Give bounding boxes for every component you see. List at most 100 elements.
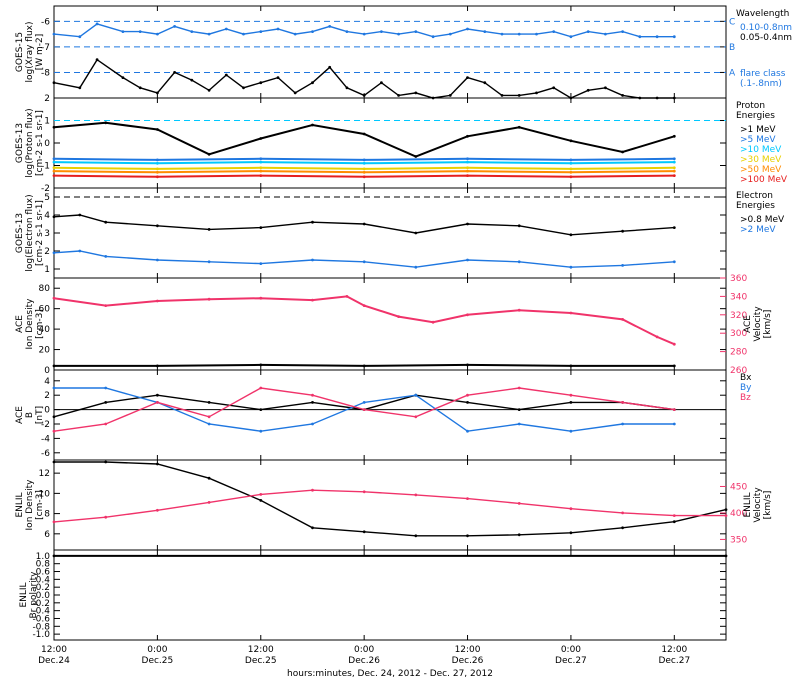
y-tick-label: 5	[44, 193, 50, 203]
data-point	[466, 134, 469, 138]
data-point	[466, 222, 469, 226]
series-pink	[53, 295, 675, 346]
data-point	[311, 30, 314, 33]
data-point	[621, 94, 624, 97]
panel-enlil-polarity: -1.0-0.8-0.6-0.4-0.20.00.20.40.60.81.0 EN…	[19, 549, 728, 641]
y-label-line: [cm-2 s-1 sr-1]	[35, 200, 45, 266]
data-point	[448, 94, 452, 97]
y-label-line: log(Proton flux)	[25, 108, 35, 177]
data-point	[672, 342, 676, 346]
data-point	[535, 32, 538, 36]
data-point	[569, 170, 573, 174]
data-point	[95, 22, 99, 26]
data-point	[52, 169, 56, 173]
x-tick-date-label: Dec.26	[452, 656, 484, 666]
data-point	[78, 249, 82, 253]
y2-label-line: Velocity	[753, 306, 763, 342]
data-point	[311, 298, 314, 302]
y-tick-label: 0	[44, 366, 50, 376]
y2-tick-label: 280	[730, 348, 747, 358]
data-point	[672, 169, 676, 173]
data-point	[517, 308, 521, 312]
data-point	[586, 30, 590, 33]
data-point	[104, 422, 108, 426]
data-point	[207, 415, 211, 419]
data-point	[431, 35, 435, 39]
data-point	[52, 174, 56, 178]
data-point	[621, 264, 624, 267]
flare-note: flare class	[740, 69, 786, 79]
data-point	[621, 318, 624, 321]
data-point	[569, 429, 573, 433]
data-point	[569, 531, 573, 535]
legend-title: Electron	[736, 191, 773, 201]
data-point	[52, 386, 56, 390]
data-point	[362, 260, 366, 264]
data-point	[431, 320, 435, 324]
y-label-line: [W m-2]	[35, 34, 45, 71]
data-point	[78, 35, 82, 39]
legend-entry: 0.05-0.4nm	[740, 33, 792, 43]
data-point	[466, 497, 469, 500]
y2-tick-label: 360	[730, 274, 747, 284]
y-tick-label: -7	[41, 43, 50, 53]
y-tick-label: -6	[41, 449, 50, 459]
data-point	[259, 137, 263, 140]
data-point	[517, 224, 521, 228]
legend-entry: >50 MeV	[740, 165, 782, 175]
data-point	[362, 158, 366, 162]
data-point	[311, 393, 314, 397]
data-point	[259, 169, 263, 173]
data-point	[517, 125, 521, 129]
x-tick-time-label: 12:00	[455, 645, 481, 655]
flare-class-label: A	[729, 68, 736, 78]
data-point	[397, 315, 400, 318]
data-point	[672, 364, 676, 368]
y-label-line: log(Electron flux)	[25, 194, 35, 271]
y-tick-label: -0.2	[32, 599, 50, 609]
data-point	[362, 167, 366, 171]
data-point	[259, 157, 263, 161]
data-point	[621, 422, 624, 426]
y-tick-label: 0.8	[36, 560, 51, 570]
y-tick-label: 80	[39, 284, 51, 294]
y-tick-label: -1.0	[32, 630, 50, 640]
y-label-line: [cm-2 s-1 sr-1]	[35, 110, 45, 176]
data-point	[156, 170, 159, 174]
y-label-line: [nT]	[35, 406, 45, 424]
data-point	[259, 226, 263, 230]
data-point	[517, 260, 521, 264]
x-tick-date-label: Dec.24	[38, 656, 70, 666]
data-point	[466, 258, 469, 262]
data-point	[672, 422, 676, 426]
data-point	[569, 401, 573, 404]
data-point	[466, 27, 469, 31]
data-point	[724, 514, 728, 517]
data-point	[466, 76, 469, 79]
y-tick-label: 0	[44, 139, 50, 149]
legend-title: Energies	[736, 111, 775, 121]
data-point	[207, 476, 211, 480]
y-tick-label: 4	[44, 377, 50, 387]
data-point	[517, 386, 521, 390]
y2-tick-label: 300	[730, 329, 747, 339]
flare-class-label: C	[729, 17, 735, 27]
legend-entry: 0.10-0.8nm	[740, 23, 792, 33]
data-point	[52, 364, 56, 368]
data-point	[276, 27, 280, 31]
data-point	[672, 134, 676, 138]
data-point	[414, 534, 418, 538]
data-point	[466, 169, 469, 173]
data-point	[259, 160, 263, 164]
flare-note: (.1-.8nm)	[740, 79, 782, 89]
data-point	[156, 32, 159, 36]
y-tick-label: -2	[41, 184, 50, 194]
data-point	[156, 299, 159, 303]
y-tick-label: -0.6	[32, 614, 50, 624]
x-tick-time-label: 0:00	[561, 645, 581, 655]
y-tick-label: 4	[44, 211, 50, 221]
data-point	[207, 501, 211, 504]
data-point	[156, 158, 159, 162]
data-point	[517, 422, 521, 426]
data-point	[414, 265, 418, 269]
